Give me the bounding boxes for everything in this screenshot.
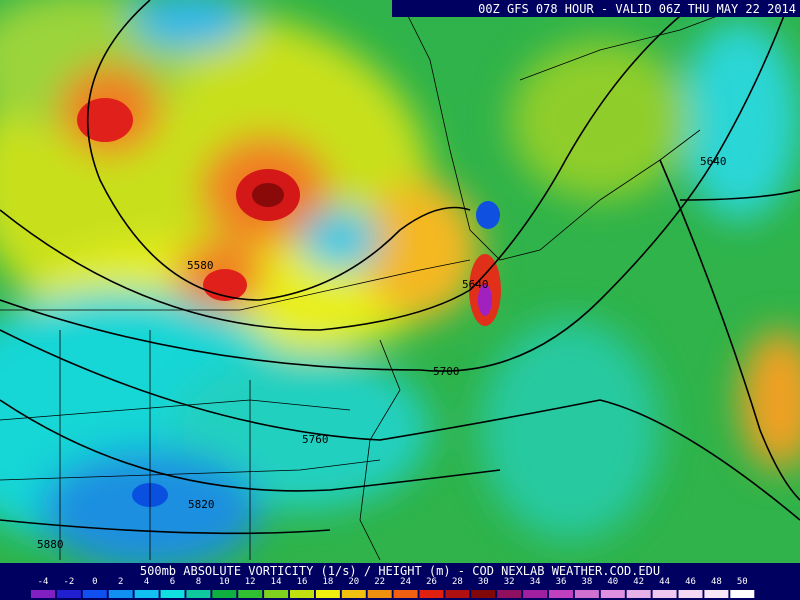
contour-label: 5820 — [188, 498, 215, 511]
colorbar-label: 40 — [607, 577, 618, 587]
colorbar-swatch — [393, 590, 418, 598]
colorbar-label: 38 — [581, 577, 592, 587]
colorbar-label: 4 — [144, 577, 149, 587]
colorbar-label: 18 — [322, 577, 333, 587]
colorbar-label: 44 — [659, 577, 670, 587]
colorbar-label: -2 — [63, 577, 74, 587]
colorbar-swatch — [238, 590, 263, 598]
contour-label: 5640 — [462, 278, 489, 291]
colorbar-label: 42 — [633, 577, 644, 587]
colorbar-swatch — [367, 590, 392, 598]
colorbar-label: 26 — [426, 577, 437, 587]
colorbar-swatch — [315, 590, 340, 598]
colorbar-swatch — [31, 590, 55, 598]
colorbar-swatch — [626, 590, 651, 598]
vort-max — [252, 183, 284, 207]
vort-min — [476, 201, 500, 229]
colorbar-swatch — [212, 590, 237, 598]
colorbar: -4 -2 0 2 4 6 8 10 12 14 16 18 20 22 24 26 28 30 32 34 36 38 4… — [31, 577, 755, 598]
vorticity-field: 5580 5640 5700 5760 5820 5880 5640 — [0, 0, 800, 563]
colorbar-swatch — [652, 590, 677, 598]
colorbar-label: 32 — [504, 577, 515, 587]
colorbar-label: 14 — [271, 577, 282, 587]
colorbar-swatch — [186, 590, 211, 598]
colorbar-label: 8 — [196, 577, 201, 587]
colorbar-swatch — [134, 590, 159, 598]
height-contours — [0, 0, 800, 535]
colorbar-swatch — [523, 590, 548, 598]
colorbar-label: 20 — [348, 577, 359, 587]
contour-label: 5640 — [700, 155, 727, 168]
colorbar-label: 6 — [170, 577, 175, 587]
colorbar-label: 12 — [245, 577, 256, 587]
header-title: 00Z GFS 078 HOUR - VALID 06Z THU MAY 22 … — [478, 2, 796, 16]
colorbar-label: 48 — [711, 577, 722, 587]
colorbar-swatch — [445, 590, 470, 598]
colorbar-label: 46 — [685, 577, 696, 587]
colorbar-swatch — [678, 590, 703, 598]
colorbar-label: 22 — [374, 577, 385, 587]
colorbar-label: 16 — [297, 577, 308, 587]
colorbar-label: 36 — [556, 577, 567, 587]
colorbar-label: 34 — [530, 577, 541, 587]
footer-title: 500mb ABSOLUTE VORTICITY (1/s) / HEIGHT … — [140, 564, 660, 578]
colorbar-label: 30 — [478, 577, 489, 587]
colorbar-swatch — [82, 590, 107, 598]
colorbar-swatch — [549, 590, 573, 598]
colorbar-swatch — [497, 590, 522, 598]
colorbar-label: 10 — [219, 577, 230, 587]
contour-label: 5580 — [187, 259, 214, 272]
colorbar-swatch — [160, 590, 185, 598]
colorbar-swatch — [290, 590, 314, 598]
colorbar-swatch — [471, 590, 496, 598]
colorbar-swatch — [56, 590, 81, 598]
colorbar-swatch — [264, 590, 289, 598]
vort-max — [478, 284, 492, 316]
colorbar-swatch — [730, 590, 755, 598]
colorbar-swatch — [419, 590, 444, 598]
colorbar-label: 2 — [118, 577, 123, 587]
contour-label: 5760 — [302, 433, 329, 446]
colorbar-swatch — [704, 590, 729, 598]
colorbar-swatch — [600, 590, 625, 598]
contour-label: 5700 — [433, 365, 460, 378]
colorbar-label: -4 — [38, 577, 49, 587]
colorbar-label: 28 — [452, 577, 463, 587]
colorbar-swatch — [574, 590, 599, 598]
colorbar-label: 24 — [400, 577, 411, 587]
vort-max — [77, 98, 133, 142]
colorbar-label: 0 — [92, 577, 97, 587]
colorbar-swatch — [108, 590, 133, 598]
colorbar-swatch — [341, 590, 366, 598]
contour-label: 5880 — [37, 538, 64, 551]
header-bar — [392, 0, 800, 17]
colorbar-label: 50 — [737, 577, 748, 587]
